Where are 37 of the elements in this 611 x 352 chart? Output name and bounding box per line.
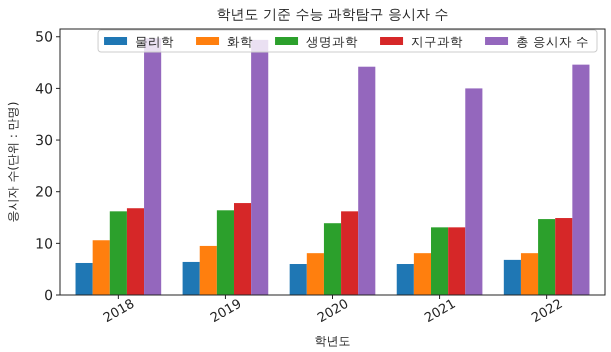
bar	[465, 88, 482, 295]
bar	[306, 253, 324, 295]
bar	[126, 208, 144, 295]
bar	[520, 253, 538, 295]
legend-label: 물리학	[135, 34, 174, 49]
bar	[538, 219, 556, 295]
legend-label: 화학	[227, 34, 254, 49]
bar	[414, 253, 432, 295]
bar	[504, 260, 521, 295]
y-tick-label: 20	[35, 184, 53, 201]
y-tick-label: 10	[35, 236, 53, 252]
bar	[234, 203, 252, 295]
legend-label: 생명과학	[306, 34, 358, 49]
bar	[324, 223, 342, 295]
bar	[200, 246, 217, 295]
y-tick-label: 30	[35, 133, 53, 150]
y-axis-title: 응시자 수(단위 : 만명)	[6, 102, 20, 222]
bar	[76, 262, 93, 295]
legend-label: 지구과학	[411, 34, 464, 49]
bar	[572, 64, 590, 295]
chart-title: 학년도 기준 수능 과학탐구 응시자 수	[216, 7, 449, 23]
bar	[92, 240, 110, 295]
y-tick-label: 40	[35, 81, 53, 98]
bar	[555, 218, 572, 295]
y-tick-label: 50	[35, 30, 53, 46]
y-tick-label: 0	[44, 288, 53, 304]
bar	[358, 66, 376, 295]
x-axis-title: 학년도	[314, 334, 350, 348]
legend-label: 총 응시자 수	[516, 34, 589, 49]
bar	[431, 227, 448, 295]
bar	[182, 262, 200, 295]
bar	[396, 264, 414, 295]
bar	[448, 227, 466, 295]
bar	[290, 264, 307, 295]
bar	[216, 210, 234, 295]
bar	[110, 211, 127, 295]
bar	[341, 211, 358, 295]
